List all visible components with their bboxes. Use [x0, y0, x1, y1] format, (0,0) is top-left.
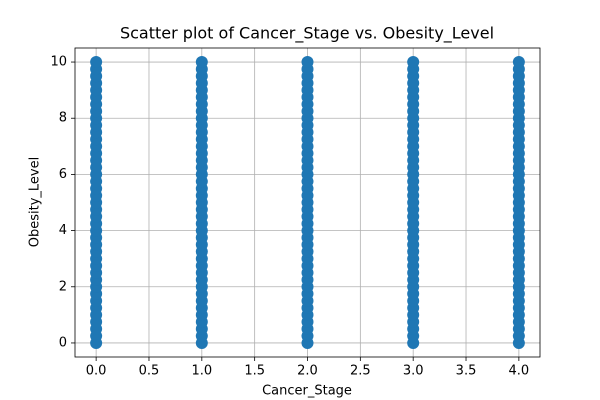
x-tick-label: 0.5 — [139, 364, 160, 379]
chart-title: Scatter plot of Cancer_Stage vs. Obesity… — [120, 24, 494, 44]
y-tick-label: 0 — [59, 335, 67, 350]
point — [90, 56, 103, 69]
x-axis-label: Cancer_Stage — [262, 384, 352, 399]
plot-frame — [74, 47, 541, 358]
y-tick-label: 2 — [59, 279, 67, 294]
point — [301, 56, 314, 69]
x-tick-label: 3.0 — [403, 364, 424, 379]
y-tick-label: 6 — [59, 167, 67, 182]
x-tick-label: 1.0 — [191, 364, 212, 379]
x-tick-label: 2.5 — [350, 364, 371, 379]
point — [407, 56, 420, 69]
x-tick-label: 1.5 — [244, 364, 265, 379]
x-tick-label: 4.0 — [509, 364, 530, 379]
y-tick-label: 4 — [59, 223, 67, 238]
point — [195, 56, 208, 69]
x-tick-label: 2.0 — [297, 364, 318, 379]
x-tick-label: 3.5 — [456, 364, 477, 379]
y-tick-label: 10 — [50, 55, 67, 70]
y-axis-label: Obesity_Level — [28, 157, 43, 247]
point — [512, 56, 525, 69]
y-tick-label: 8 — [59, 111, 67, 126]
x-tick-label: 0.0 — [86, 364, 107, 379]
